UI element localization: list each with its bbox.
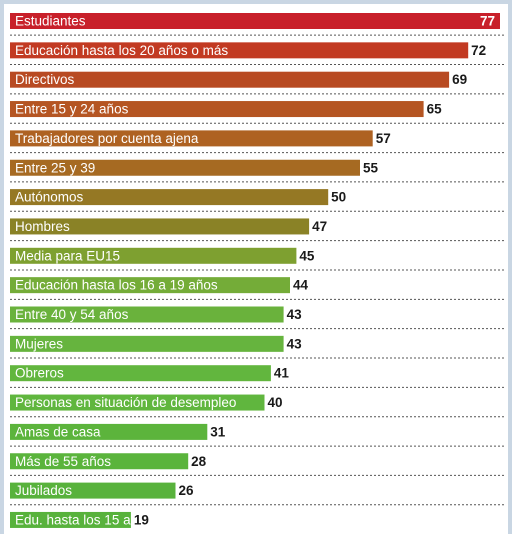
bar-label-3: Entre 15 y 24 años	[15, 102, 129, 117]
bar-0	[10, 13, 500, 29]
bar-17	[10, 511, 131, 528]
bar-14	[10, 423, 208, 440]
value-label-8: 45	[299, 248, 315, 263]
bar-label-5: Entre 25 y 39	[15, 160, 95, 175]
bar-3	[10, 101, 424, 118]
bar-label-10: Entre 40 y 54 años	[15, 307, 129, 322]
value-label-16: 26	[178, 483, 194, 498]
value-label-1: 72	[471, 43, 486, 58]
bar-8	[10, 247, 297, 264]
value-label-4: 57	[376, 131, 391, 146]
bar-label-14: Amas de casa	[15, 424, 101, 439]
bar-11	[10, 335, 284, 352]
bar-label-2: Directivos	[15, 72, 75, 87]
value-label-2: 69	[452, 72, 467, 87]
bar-1	[10, 42, 469, 59]
value-label-5: 55	[363, 160, 379, 175]
bar-label-13: Personas en situación de desempleo	[15, 395, 236, 410]
bar-7	[10, 218, 310, 235]
bar-16	[10, 482, 176, 499]
bars-group: Estudiantes 77 Educación hasta los 20 años…	[10, 13, 504, 528]
bar-label-15: Más de 55 años	[15, 454, 111, 469]
bar-label-6: Autónomos	[15, 190, 84, 205]
bar-label-11: Mujeres	[15, 336, 63, 351]
value-label-0: 77	[480, 14, 495, 29]
value-label-6: 50	[331, 190, 346, 205]
bar-15	[10, 453, 189, 470]
bar-2	[10, 71, 450, 88]
top-border	[0, 0, 512, 4]
value-label-7: 47	[312, 219, 327, 234]
value-label-12: 41	[274, 366, 290, 381]
bar-label-9: Educación hasta los 16 a 19 años	[15, 278, 218, 293]
bar-label-17: Edu. hasta los 15 años máx.	[15, 512, 185, 527]
bar-label-4: Trabajadores por cuenta ajena	[15, 131, 199, 146]
bar-6	[10, 189, 329, 206]
bar-label-1: Educación hasta los 20 años o más	[15, 43, 228, 58]
value-label-17: 19	[134, 512, 149, 527]
bar-label-8: Media para EU15	[15, 248, 120, 263]
bar-label-16: Jubilados	[15, 483, 72, 498]
bar-4	[10, 130, 373, 147]
bar-12	[10, 365, 271, 382]
value-label-3: 65	[427, 102, 443, 117]
bar-10	[10, 306, 284, 323]
bar-label-7: Hombres	[15, 219, 70, 234]
value-label-13: 40	[268, 395, 283, 410]
value-label-9: 44	[293, 278, 309, 293]
right-border	[508, 0, 512, 534]
value-label-15: 28	[191, 454, 207, 469]
left-border	[0, 0, 4, 534]
bar-label-12: Obreros	[15, 366, 64, 381]
value-label-11: 43	[287, 336, 303, 351]
bar-9	[10, 277, 290, 294]
bar-5	[10, 159, 360, 176]
value-label-14: 31	[210, 424, 226, 439]
bar-13	[10, 394, 265, 411]
value-label-10: 43	[287, 307, 303, 322]
bar-label-0: Estudiantes	[15, 14, 86, 29]
